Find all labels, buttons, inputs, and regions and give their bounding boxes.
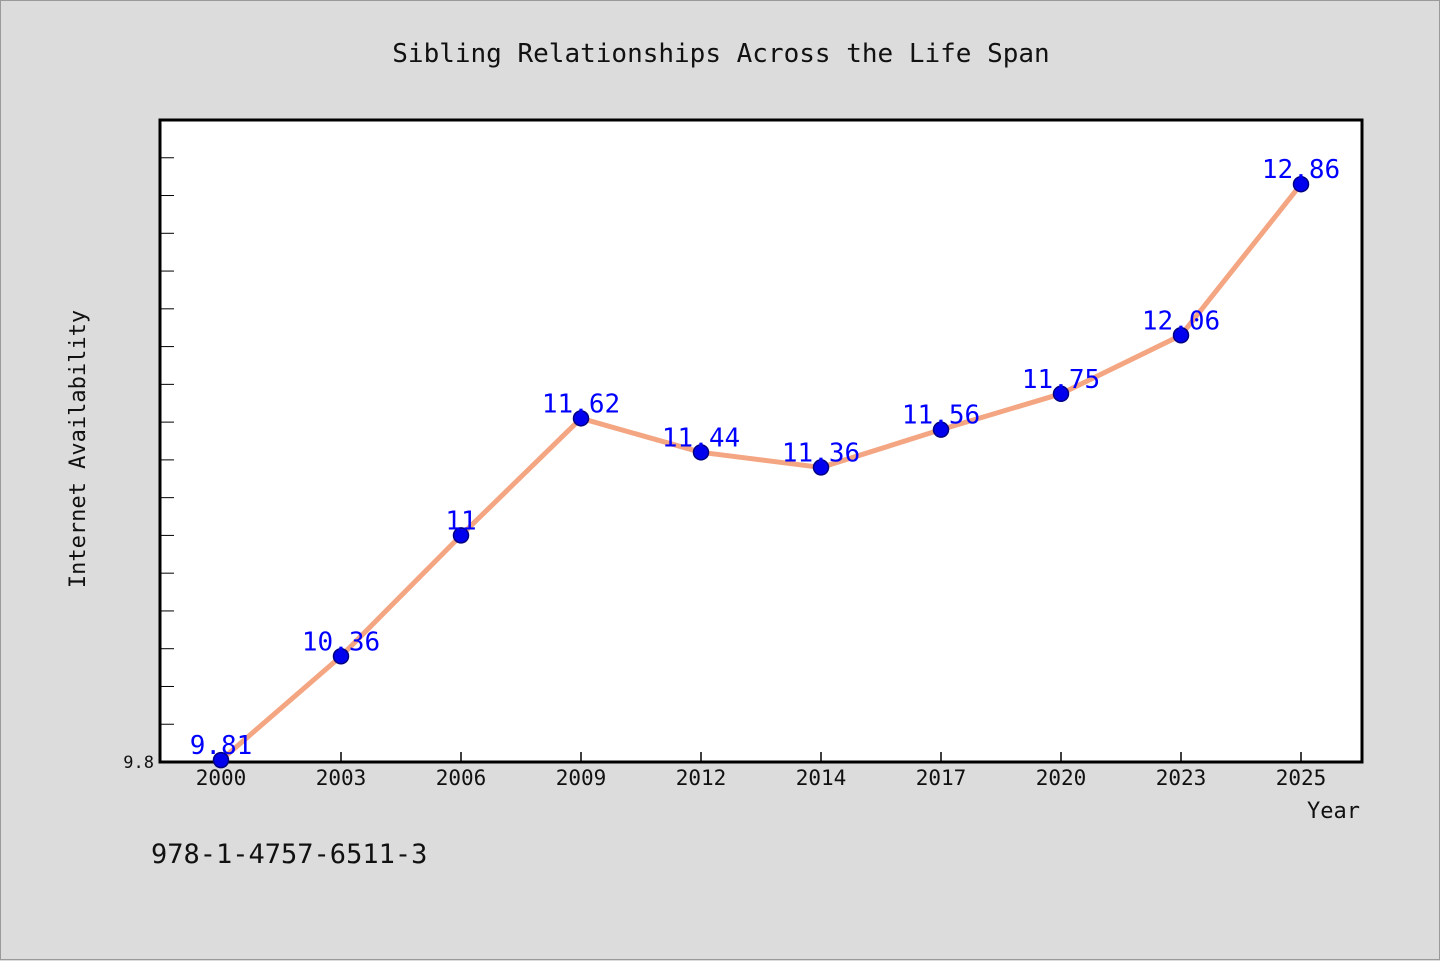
x-tick-label: 2006 <box>436 766 487 790</box>
isbn-annotation: 978-1-4757-6511-3 <box>151 839 427 870</box>
plot-area <box>158 118 1364 764</box>
data-label: 10.36 <box>302 627 380 657</box>
data-point <box>692 444 710 461</box>
x-tick-label: 2014 <box>796 766 847 790</box>
data-labels: 9.81 10.36 11 11.62 11.44 11.36 11.56 11.75 12.0… <box>190 155 1340 761</box>
y-axis-label: Internet Availability <box>66 310 91 588</box>
x-tick-label: 2000 <box>196 766 247 790</box>
data-label: 11.36 <box>782 438 860 468</box>
x-tick-label: 2020 <box>1036 766 1087 790</box>
data-label: 11.44 <box>662 423 740 453</box>
x-tick-label: 2003 <box>316 766 367 790</box>
x-axis-label: Year <box>1307 799 1360 824</box>
data-point <box>1052 385 1070 403</box>
data-label: 12.86 <box>1262 155 1340 185</box>
data-label: 12.06 <box>1142 306 1220 336</box>
data-point <box>812 459 830 476</box>
x-tick-label: 2025 <box>1276 766 1327 790</box>
data-markers <box>212 175 1310 769</box>
data-label: 11.75 <box>1022 365 1100 395</box>
data-point <box>572 410 590 427</box>
data-point <box>212 751 230 769</box>
series-line <box>218 181 1304 763</box>
x-tick-label: 2017 <box>916 766 967 790</box>
data-point <box>1292 175 1310 193</box>
x-tick-label: 2012 <box>676 766 727 790</box>
data-label: 11.56 <box>902 401 980 431</box>
y-minor-ticks <box>160 157 174 763</box>
data-label: 11 <box>445 506 476 536</box>
series-line-group <box>218 181 1304 763</box>
chart-title: Sibling Relationships Across the Life Sp… <box>392 39 1049 69</box>
x-tick-label: 2023 <box>1156 766 1207 790</box>
data-label: 11.62 <box>542 389 620 419</box>
data-point <box>452 527 470 544</box>
data-point <box>332 648 350 665</box>
data-label: 9.81 <box>190 731 253 761</box>
x-tick-label: 2009 <box>556 766 607 790</box>
y-tick-label: 9.8 <box>123 753 154 773</box>
data-point <box>1172 327 1190 344</box>
data-point <box>932 421 950 438</box>
x-axis-ticks: 2000 2003 2006 2009 2012 2014 2017 2020 2023 2025 <box>196 752 1327 790</box>
y-axis-ticks: 9.8 <box>123 753 154 773</box>
